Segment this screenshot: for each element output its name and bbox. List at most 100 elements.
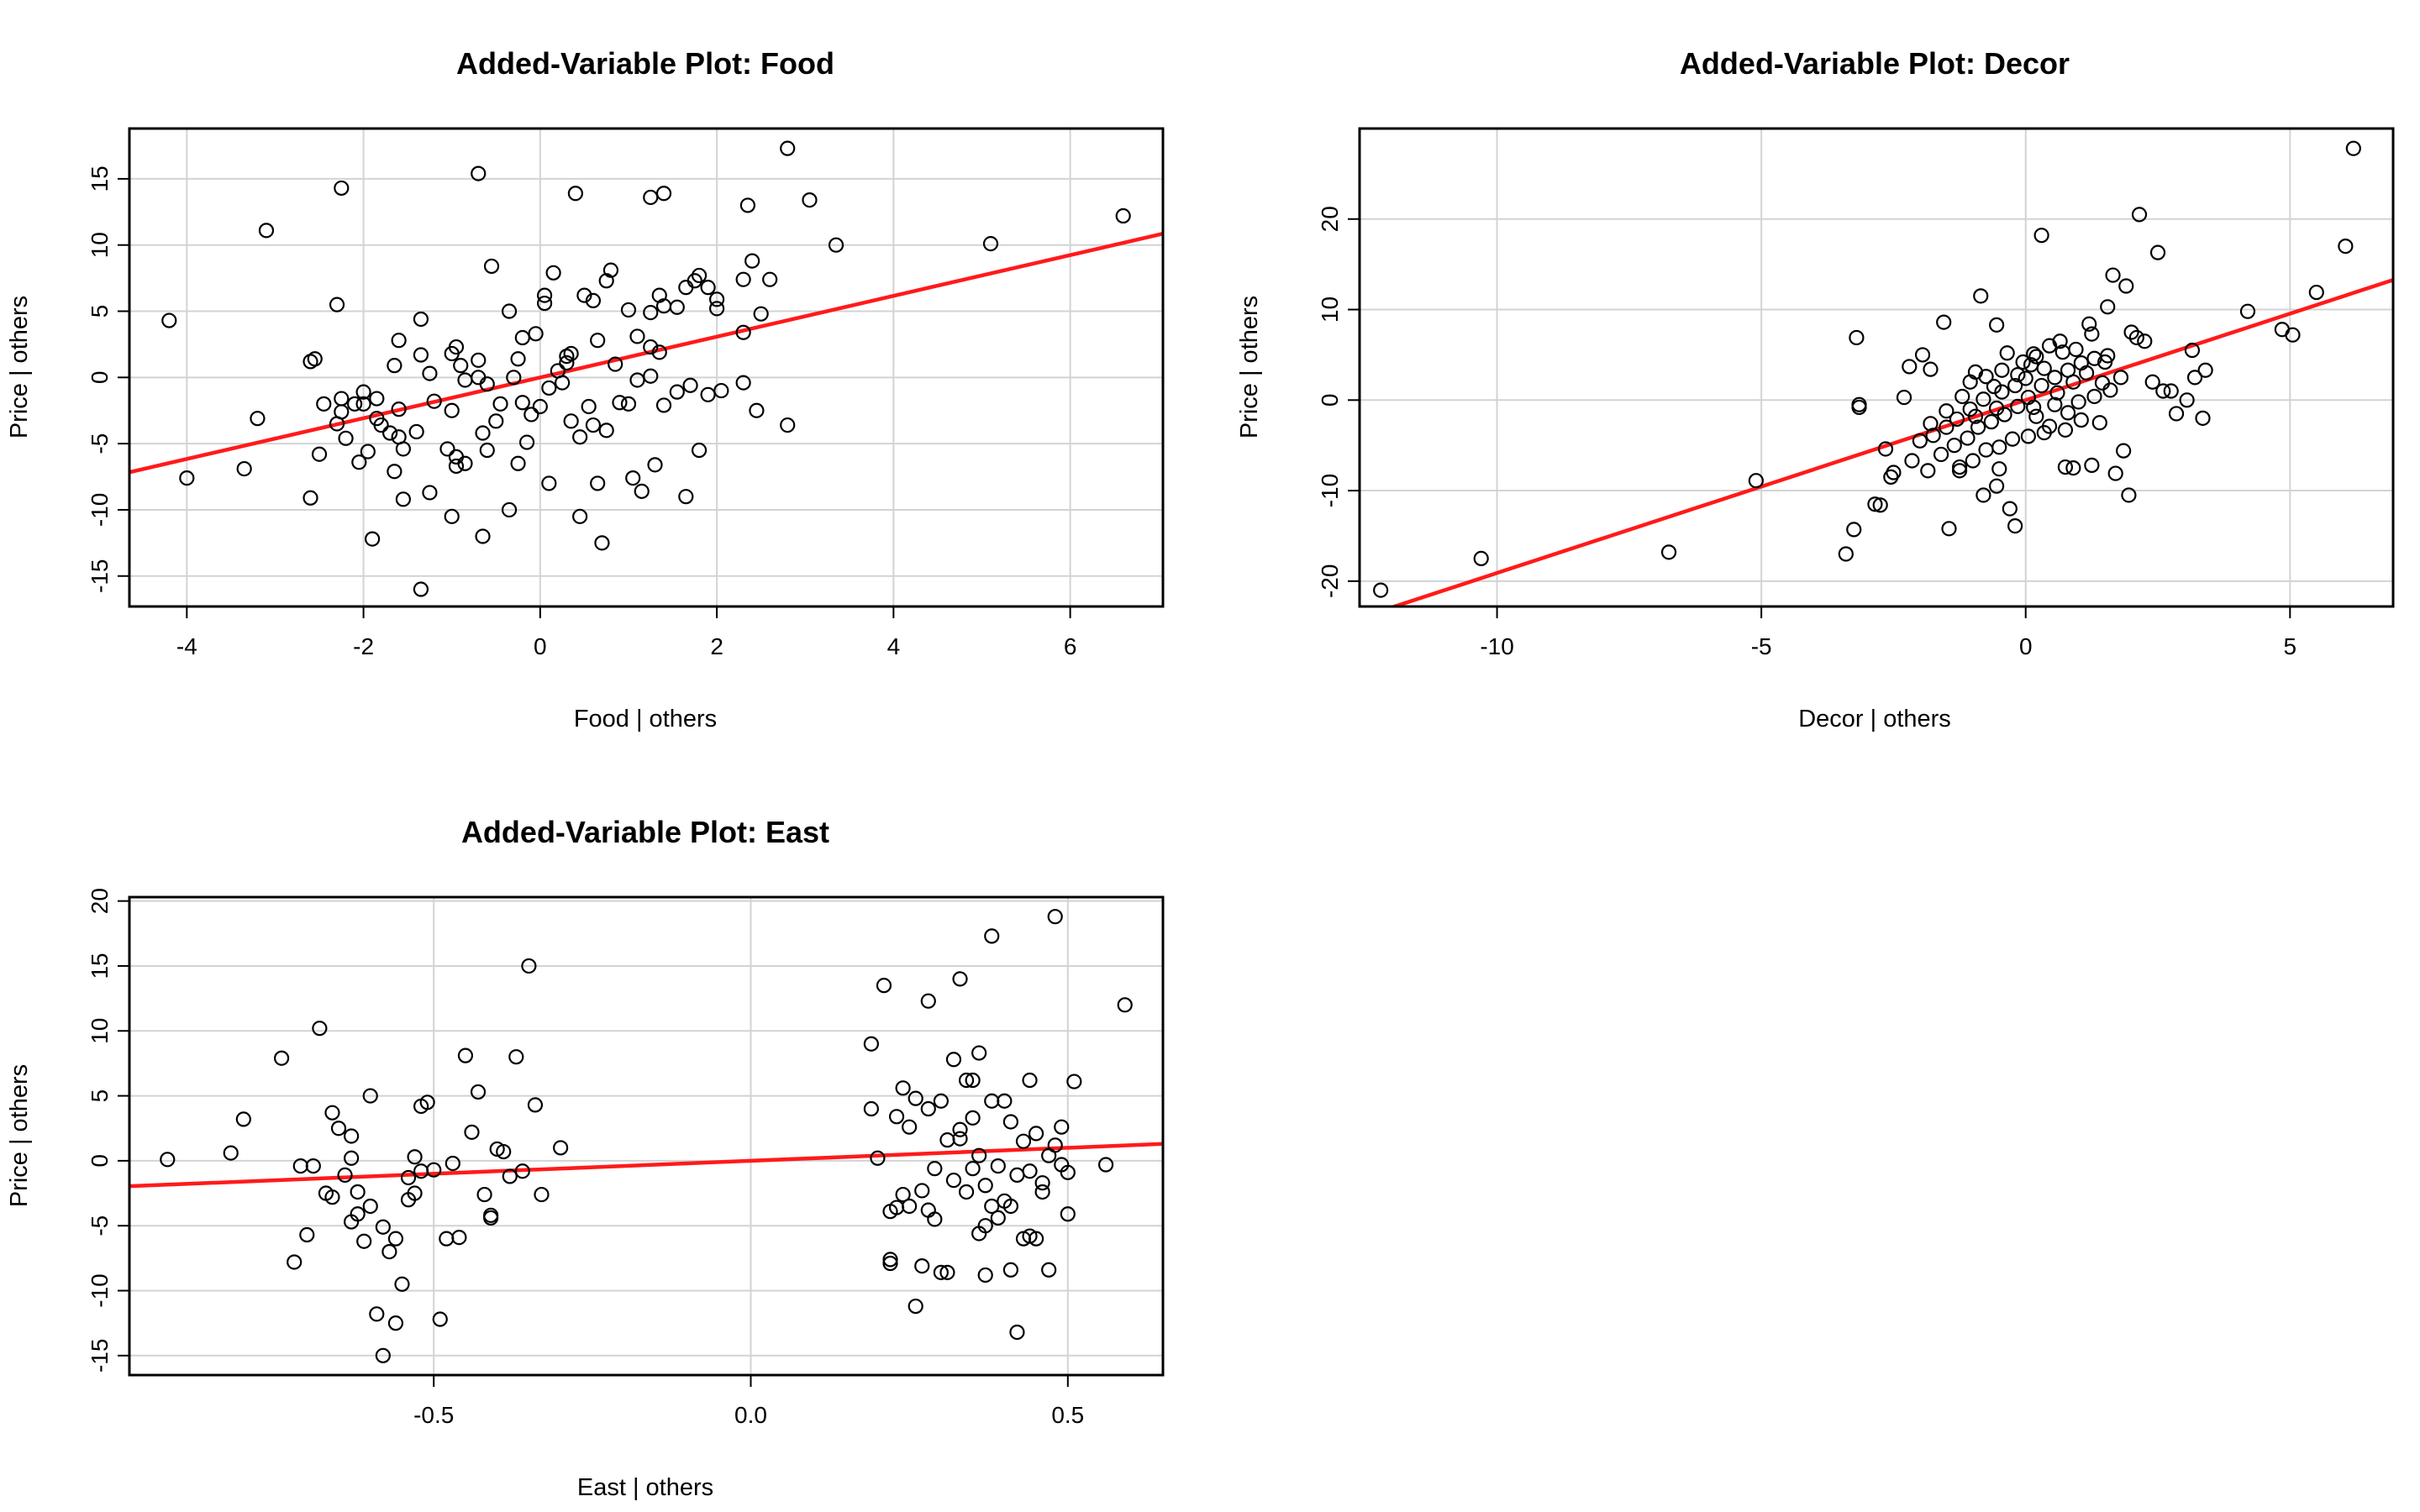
panel-food: Added-Variable Plot: Food -4 -2 0 2 4 6 -15-1… (6, 46, 1165, 732)
data-point (1989, 317, 2005, 333)
data-point (1902, 359, 1918, 375)
data-point (2078, 365, 2095, 381)
y-tick-label: -15 (87, 1339, 113, 1373)
y-tick-label: -20 (1317, 564, 1343, 598)
data-point (1925, 428, 1941, 444)
data-point (977, 1267, 993, 1284)
data-point (990, 1158, 1006, 1174)
data-point (902, 1119, 918, 1135)
data-point (387, 358, 402, 374)
data-point (1989, 478, 2005, 494)
data-point (2047, 396, 2063, 412)
regression-line (129, 1142, 1163, 1189)
data-point (1994, 362, 2010, 378)
data-point (1951, 463, 1968, 479)
data-point (1991, 439, 2007, 455)
data-point (2094, 375, 2111, 391)
data-point (501, 501, 518, 518)
data-point (521, 958, 537, 974)
data-point (914, 1258, 930, 1274)
data-point (223, 1145, 239, 1161)
data-point (1970, 419, 1986, 435)
data-point (945, 1172, 962, 1189)
grid (129, 129, 1163, 606)
data-point (920, 993, 936, 1009)
x-tick-label: -2 (353, 633, 374, 659)
data-point (952, 971, 968, 987)
x-tick-label: -0.5 (413, 1402, 454, 1428)
data-point (369, 391, 385, 407)
data-point (448, 449, 465, 465)
data-point (908, 1090, 923, 1106)
data-point (1838, 546, 1854, 562)
y-tick-label: 0 (87, 371, 113, 385)
data-point (802, 192, 818, 208)
data-point (863, 1100, 879, 1117)
data-point (413, 581, 429, 597)
data-point (413, 311, 429, 328)
data-point (250, 411, 266, 427)
data-point (439, 1231, 455, 1247)
data-point (655, 186, 672, 202)
data-point (471, 165, 487, 181)
data-point (990, 1210, 1006, 1226)
y-axis-ticks: -20 -10 0 10 20 (1317, 206, 1360, 598)
data-point (1886, 465, 1902, 480)
data-point (391, 429, 407, 445)
data-point (895, 1186, 911, 1203)
y-tick-label: 15 (87, 953, 113, 979)
data-point (620, 396, 637, 412)
data-point (422, 365, 438, 381)
data-point (311, 446, 328, 462)
y-tick-label: -10 (87, 1273, 113, 1307)
data-point (984, 1198, 1000, 1215)
data-point (927, 1161, 943, 1177)
data-point (537, 287, 553, 303)
data-point (1965, 453, 1981, 469)
data-point (457, 372, 473, 388)
data-point (620, 302, 637, 318)
scatter-points (1373, 140, 2361, 598)
data-point (1022, 1228, 1038, 1244)
data-point (753, 306, 769, 322)
data-point (448, 458, 465, 475)
data-point (1047, 1137, 1063, 1153)
data-point (2100, 299, 2116, 315)
data-point (1851, 396, 1867, 412)
data-point (1060, 1164, 1076, 1180)
data-point (329, 297, 345, 312)
data-point (362, 1088, 378, 1104)
data-point (1009, 1167, 1025, 1183)
fit-line-layer (129, 1142, 1163, 1189)
data-point (2195, 410, 2211, 426)
data-point (581, 398, 597, 415)
data-point (762, 271, 778, 287)
data-point (1009, 1324, 1025, 1341)
data-point (2004, 431, 2021, 447)
data-point (1872, 497, 1888, 513)
data-point (302, 354, 318, 370)
data-point (1991, 461, 2007, 477)
data-point (1373, 582, 1389, 598)
chart-title: Added-Variable Plot: Decor (1680, 46, 2070, 81)
data-point (2010, 367, 2026, 383)
data-point (1941, 521, 1957, 537)
data-point (2345, 140, 2361, 156)
data-point (572, 508, 588, 524)
y-axis-label: Price | others (6, 296, 33, 438)
data-point (387, 1315, 404, 1331)
data-point (590, 333, 606, 349)
data-point (902, 1198, 918, 1215)
data-point (2057, 422, 2074, 438)
data-point (1923, 416, 1939, 432)
data-point (2144, 374, 2160, 390)
data-point (1933, 446, 1949, 463)
data-point (545, 265, 561, 281)
x-tick-label: 6 (1064, 633, 1077, 659)
x-axis-label: East | others (577, 1474, 713, 1501)
data-point (952, 1131, 968, 1147)
data-point (643, 368, 659, 384)
data-point (2285, 327, 2301, 343)
data-point (713, 382, 729, 399)
data-point (400, 1169, 417, 1186)
